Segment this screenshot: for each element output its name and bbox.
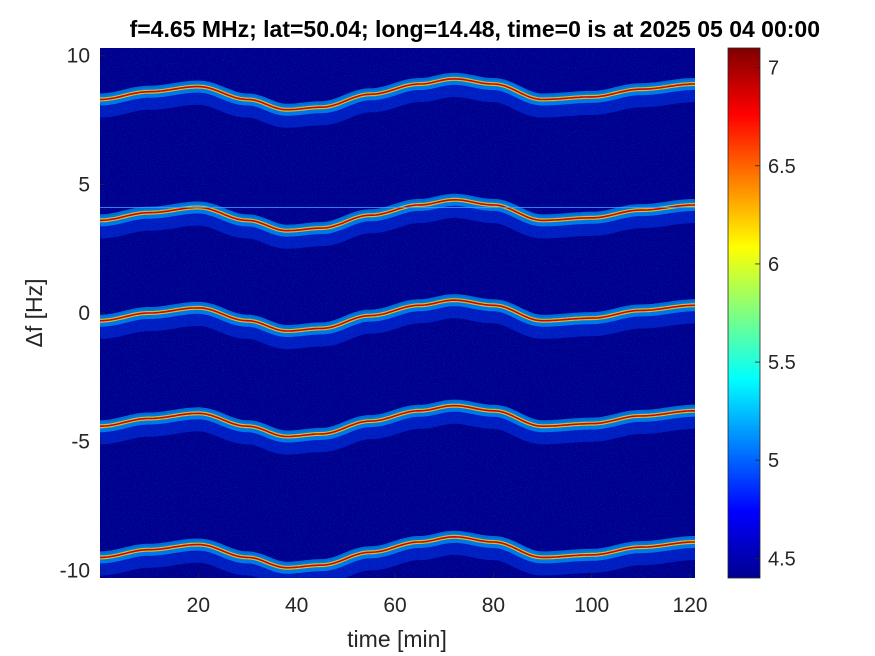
x-tick-label: 80 (482, 594, 505, 617)
y-tick-label: 10 (67, 45, 90, 68)
chart-title: f=4.65 MHz; lat=50.04; long=14.48, time=… (129, 16, 820, 42)
y-tick-label: 0 (78, 302, 90, 325)
colorbar-tick-label: 5 (768, 450, 779, 472)
colorbar-tick-label: 6 (768, 254, 779, 276)
noise-texture (100, 48, 695, 578)
x-axis-label: time [min] (347, 626, 447, 652)
traces-layer (100, 48, 695, 578)
colorbar-tick-label: 6.5 (768, 156, 796, 178)
y-tick-label: 5 (78, 173, 90, 196)
x-tick-label: 100 (574, 594, 609, 617)
colorbar-tick-label: 7 (768, 58, 779, 80)
x-tick-label: 40 (285, 594, 308, 617)
y-axis-ticks: -10 -5 0 5 10 (60, 45, 105, 582)
x-tick-label: 20 (187, 594, 210, 617)
x-tick-label: 120 (673, 594, 708, 617)
colorbar (727, 47, 761, 579)
colorbar-tick-label: 5.5 (768, 352, 796, 374)
colorbar-tick-label: 4.5 (768, 548, 796, 570)
x-axis-ticks: 20 40 60 80 100 120 (187, 573, 708, 617)
y-tick-label: -5 (71, 431, 90, 454)
x-tick-label: 60 (383, 594, 406, 617)
y-tick-label: -10 (60, 559, 90, 582)
colorbar-ticks: 4.5 5 5.5 6 6.5 7 (755, 58, 796, 570)
y-axis-label: Δf [Hz] (21, 278, 47, 347)
